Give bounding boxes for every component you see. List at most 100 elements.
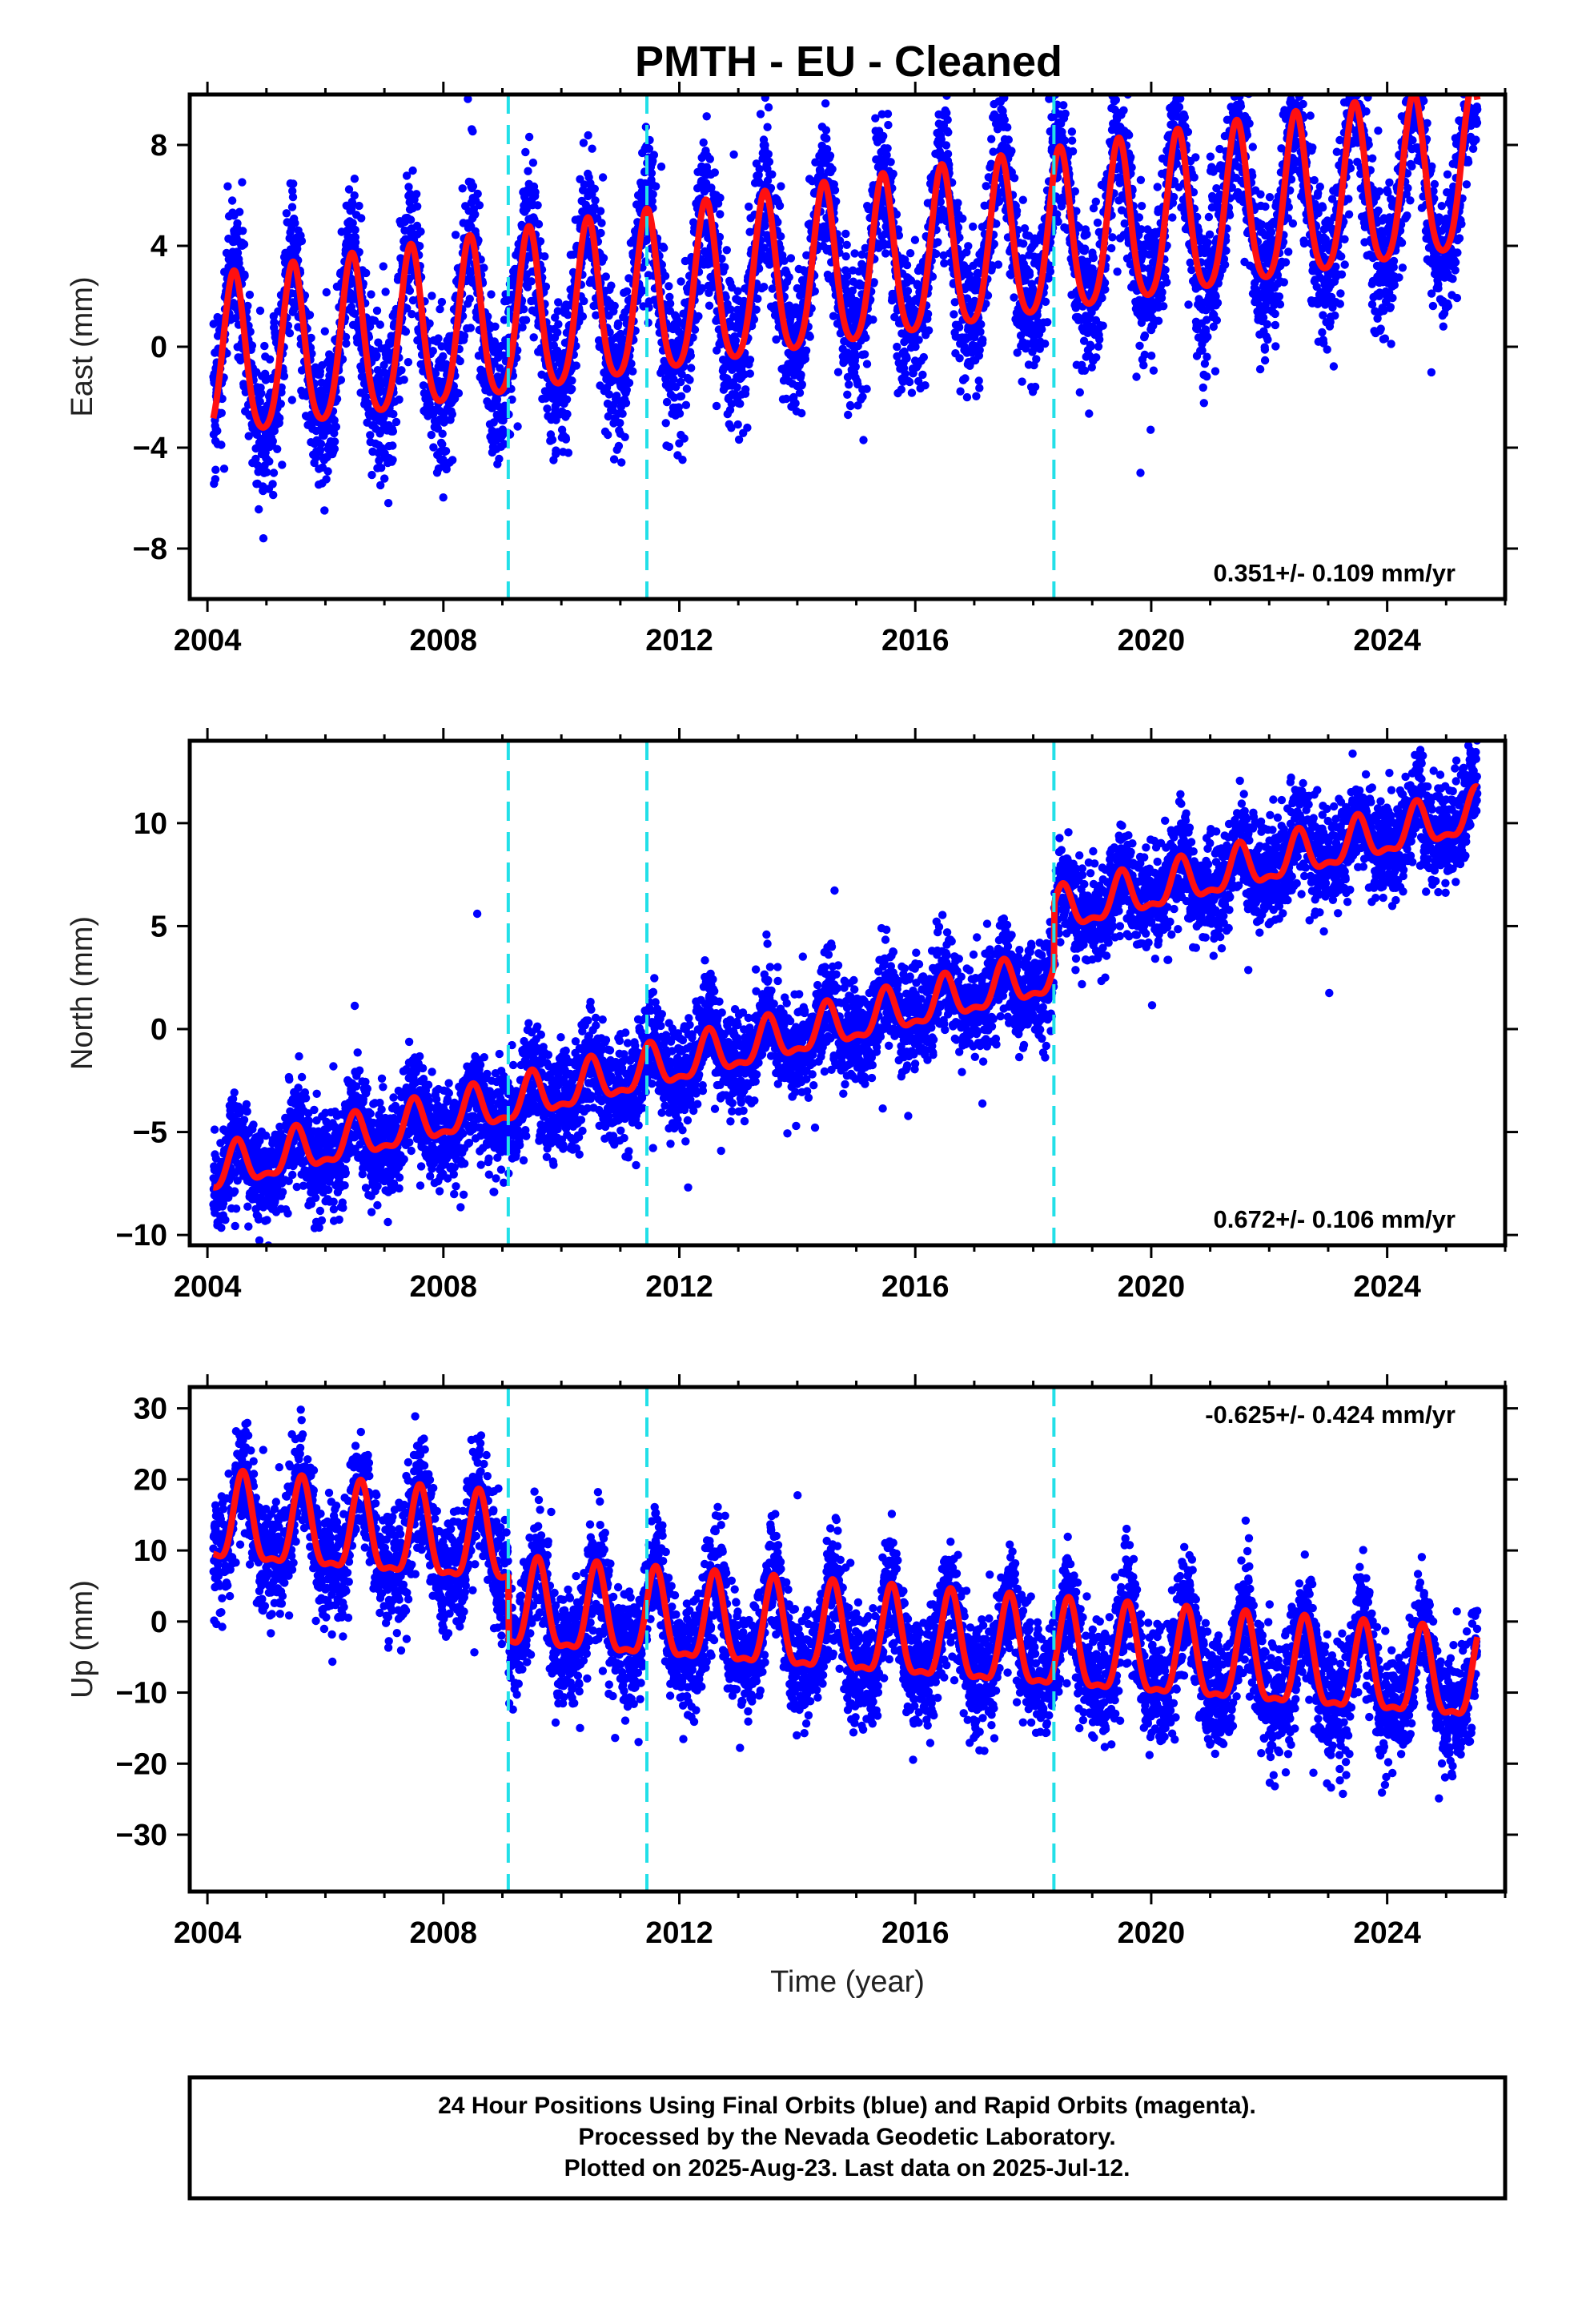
- data-point: [905, 377, 914, 387]
- data-point: [862, 360, 872, 368]
- data-point: [677, 277, 685, 286]
- data-point: [568, 384, 576, 393]
- data-point: [529, 333, 538, 342]
- data-point: [675, 409, 685, 418]
- data-point: [534, 219, 544, 229]
- data-point: [721, 263, 729, 271]
- data-point: [524, 132, 534, 142]
- data-point: [710, 168, 719, 177]
- data-point: [247, 341, 257, 350]
- data-point: [227, 196, 237, 205]
- data-point: [841, 279, 851, 287]
- data-point: [1052, 85, 1060, 93]
- data-point: [460, 332, 469, 340]
- data-point: [245, 290, 255, 300]
- data-point: [881, 249, 890, 258]
- data-point: [439, 493, 448, 502]
- data-point: [943, 150, 953, 159]
- data-point: [1125, 131, 1134, 139]
- data-point: [662, 397, 672, 407]
- data-point: [1043, 318, 1052, 327]
- data-point: [269, 468, 279, 477]
- data-point: [942, 141, 951, 150]
- data-point: [341, 332, 351, 342]
- data-point: [1080, 244, 1090, 253]
- data-point: [609, 455, 619, 464]
- data-point: [468, 127, 477, 136]
- data-point: [1089, 253, 1098, 263]
- data-point: [211, 475, 220, 484]
- data-point: [554, 320, 563, 329]
- data-point: [705, 301, 714, 310]
- data-point: [785, 273, 793, 282]
- data-point: [508, 395, 516, 404]
- data-point: [775, 201, 785, 211]
- data-point: [406, 189, 415, 199]
- data-point: [397, 366, 406, 375]
- data-point: [1113, 267, 1122, 276]
- data-point: [694, 312, 703, 321]
- data-point: [660, 243, 669, 252]
- data-point: [845, 380, 853, 389]
- data-point: [541, 282, 551, 292]
- data-point: [705, 155, 714, 163]
- data-point: [1060, 136, 1070, 145]
- data-point: [1012, 207, 1022, 215]
- data-point: [490, 339, 500, 348]
- data-point: [677, 377, 685, 387]
- data-point: [622, 287, 632, 296]
- data-point: [362, 268, 371, 278]
- data-point: [330, 428, 339, 438]
- data-point: [351, 225, 359, 235]
- data-point: [428, 347, 437, 356]
- data-point: [596, 207, 605, 215]
- data-point: [259, 534, 268, 543]
- data-point: [591, 196, 600, 205]
- data-point: [729, 150, 738, 159]
- data-point: [388, 427, 398, 436]
- data-point: [661, 419, 670, 428]
- data-point: [255, 397, 264, 406]
- data-point: [448, 456, 457, 464]
- data-point: [907, 388, 917, 397]
- data-point: [886, 158, 895, 167]
- data-point: [969, 222, 978, 231]
- data-point: [768, 170, 777, 179]
- data-point: [572, 361, 580, 370]
- data-point: [217, 408, 226, 417]
- data-point: [1010, 293, 1018, 302]
- data-point: [745, 369, 754, 378]
- data-point: [316, 439, 326, 448]
- data-point: [905, 249, 915, 258]
- data-point: [844, 410, 853, 420]
- data-point: [618, 409, 627, 418]
- data-point: [475, 201, 484, 210]
- data-point: [599, 254, 608, 263]
- data-point: [961, 374, 970, 383]
- data-point: [624, 378, 634, 388]
- data-point: [438, 429, 447, 438]
- data-point: [579, 139, 588, 147]
- data-point: [578, 312, 588, 321]
- data-point: [402, 171, 412, 180]
- data-point: [484, 312, 492, 321]
- data-point: [616, 419, 624, 428]
- data-point: [745, 202, 753, 211]
- data-point: [972, 392, 981, 400]
- data-point: [322, 287, 331, 297]
- data-point: [1095, 335, 1104, 344]
- data-point: [665, 442, 674, 452]
- data-point: [976, 328, 985, 336]
- data-point: [568, 376, 576, 385]
- data-point: [1004, 135, 1014, 144]
- data-point: [919, 352, 929, 362]
- data-point: [270, 426, 279, 436]
- data-point: [1114, 55, 1122, 63]
- data-point: [536, 237, 545, 246]
- data-point: [1068, 147, 1078, 156]
- data-point: [1101, 285, 1110, 294]
- data-point: [363, 399, 372, 408]
- data-point: [268, 480, 277, 489]
- data-point: [466, 324, 475, 332]
- data-point: [1070, 187, 1080, 196]
